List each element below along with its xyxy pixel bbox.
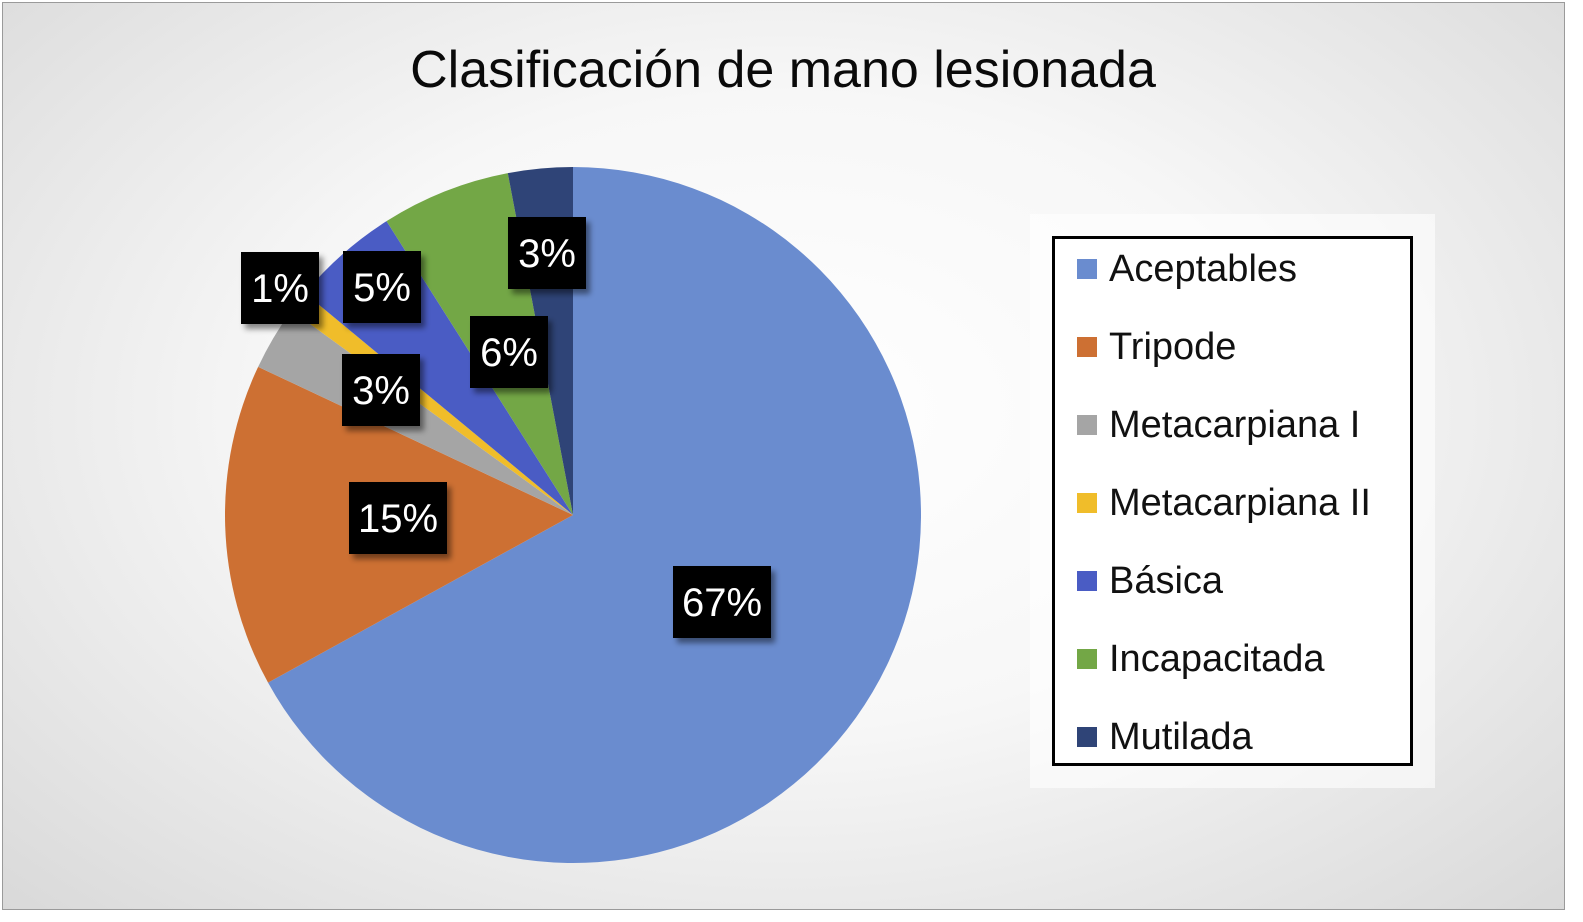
legend-swatch <box>1077 415 1097 435</box>
pie-slice-4 <box>291 293 573 515</box>
data-label-text-5: 5% <box>353 266 411 310</box>
data-label-box-4 <box>241 252 319 324</box>
data-label-1: 67% <box>673 566 771 638</box>
data-label-box-7 <box>508 217 586 289</box>
legend-swatch <box>1077 493 1097 513</box>
legend-label: Aceptables <box>1109 247 1298 290</box>
legend-label: Metacarpiana I <box>1109 403 1361 446</box>
legend-swatch <box>1077 727 1097 747</box>
legend-item: Aceptables <box>1077 247 1298 290</box>
data-label-text-6: 6% <box>480 331 538 375</box>
data-label-text-7: 3% <box>518 232 576 276</box>
legend: Aceptables Tripode Metacarpiana I Metacarpi… <box>1052 236 1413 766</box>
legend-item: Básica <box>1077 559 1224 602</box>
data-label-box-2 <box>349 482 447 554</box>
legend-item: Metacarpiana I <box>1077 403 1361 446</box>
data-label-text-2: 15% <box>358 497 438 541</box>
legend-label: Tripode <box>1109 325 1237 368</box>
legend-swatch <box>1077 649 1097 669</box>
data-label-4: 1% <box>241 252 319 324</box>
legend-item: Tripode <box>1077 325 1237 368</box>
data-label-box-6 <box>470 316 548 388</box>
data-label-text-4: 1% <box>251 267 309 311</box>
data-label-3: 3% <box>342 354 420 426</box>
legend-swatch <box>1077 571 1097 591</box>
legend-item: Incapacitada <box>1077 637 1325 680</box>
data-label-5: 5% <box>343 251 421 323</box>
data-label-text-1: 67% <box>682 581 762 625</box>
data-label-text-3: 3% <box>352 369 410 413</box>
data-label-box-1 <box>673 566 771 638</box>
data-label-7: 3% <box>508 217 586 289</box>
pie-slice-1 <box>268 167 921 863</box>
legend-label: Metacarpiana II <box>1109 481 1371 524</box>
chart-title: Clasificación de mano lesionada <box>410 41 1156 99</box>
legend-label: Mutilada <box>1109 715 1253 758</box>
legend-item: Mutilada <box>1077 715 1253 758</box>
legend-label: Incapacitada <box>1109 637 1325 680</box>
data-label-6: 6% <box>470 316 548 388</box>
legend-swatch <box>1077 337 1097 357</box>
data-label-box-5 <box>343 251 421 323</box>
legend-swatch <box>1077 259 1097 279</box>
data-label-2: 15% <box>349 482 447 554</box>
legend-label: Básica <box>1109 559 1224 602</box>
data-label-box-3 <box>342 354 420 426</box>
legend-item: Metacarpiana II <box>1077 481 1371 524</box>
